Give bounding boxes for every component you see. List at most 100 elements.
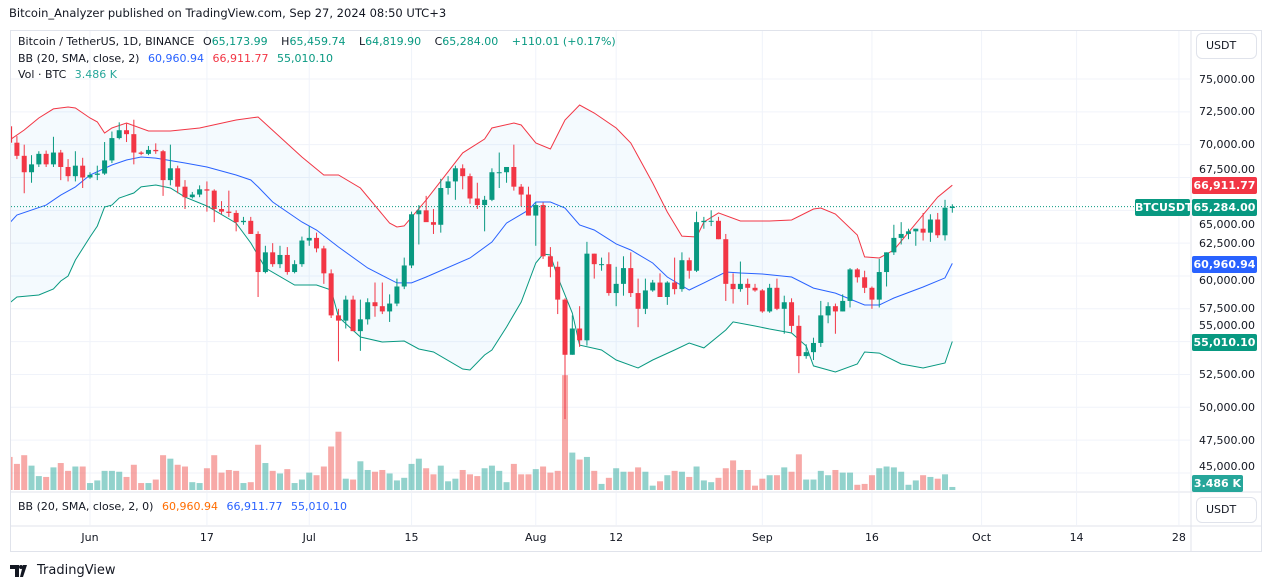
symbol-badge: BTCUSDT [1135, 199, 1193, 216]
time-tick-label: Oct [972, 531, 992, 544]
indicator-currency-button[interactable]: USDT [1196, 497, 1257, 523]
volume-bar [408, 463, 415, 490]
volume-bar [605, 477, 612, 490]
candle-body [730, 283, 736, 290]
volume-bar [79, 466, 86, 490]
candle [679, 252, 685, 292]
volume-bar [372, 471, 378, 490]
candle-body [445, 181, 451, 188]
candle [650, 279, 656, 292]
volume-bar [218, 472, 225, 490]
candle [467, 173, 473, 204]
volume-bar [664, 475, 671, 490]
low-value: 64,819.90 [365, 35, 422, 48]
bollinger-bands [11, 104, 953, 373]
volume-bar [320, 466, 327, 490]
candle-body [240, 220, 246, 223]
candle [87, 172, 93, 179]
candle [335, 308, 341, 362]
volume-bar [28, 465, 35, 490]
candle-body [774, 287, 780, 309]
volume-bar [379, 469, 386, 490]
volume-bar [657, 481, 664, 490]
candle-body [211, 190, 217, 210]
change-value: +110.01 (+0.17%) [511, 35, 616, 48]
volume-bar [474, 476, 481, 490]
indicator-value-2: 66,911.77 [226, 500, 283, 513]
candle [920, 212, 926, 241]
volume-bar [123, 476, 130, 490]
volume-bar [145, 483, 152, 490]
candle-body [613, 283, 619, 294]
volume-bar [503, 482, 510, 490]
symbol-title[interactable]: Bitcoin / TetherUS, 1D, BINANCE [18, 35, 195, 48]
time-tick-label: 15 [404, 531, 419, 544]
high-value: 65,459.74 [289, 35, 346, 48]
candle [745, 278, 751, 305]
candle-body [650, 282, 656, 291]
candle-body [737, 283, 743, 290]
candle-body [460, 168, 466, 177]
volume-bar [540, 466, 547, 490]
candle-body [635, 293, 641, 309]
volume-bar [196, 483, 203, 490]
candle-body [555, 266, 561, 300]
volume-bar [116, 471, 123, 490]
candle [343, 295, 349, 329]
candle [94, 165, 100, 181]
volume-bar [525, 474, 532, 490]
candle [540, 202, 546, 259]
volume-bar [364, 469, 371, 490]
candle-body [416, 210, 422, 215]
candle-body [832, 306, 838, 312]
candle-body [533, 205, 539, 216]
candle [14, 136, 20, 160]
candle [365, 298, 371, 325]
candle [175, 165, 181, 194]
candle [533, 202, 539, 246]
volume-bar [108, 470, 115, 490]
volume-label[interactable]: Vol · BTC [18, 68, 67, 81]
candle [854, 268, 860, 283]
tradingview-logo[interactable]: TradingView [10, 563, 116, 578]
volume-bar [744, 469, 751, 490]
volume-bar [496, 470, 503, 490]
volume-bar [21, 455, 28, 490]
volume-bar [817, 470, 824, 490]
candle [876, 258, 882, 308]
candle-body [467, 176, 473, 199]
candle [847, 268, 853, 308]
bb-label[interactable]: BB (20, SMA, close, 2) [18, 52, 140, 65]
indicator-label[interactable]: BB (20, SMA, close, 2, 0) [18, 500, 154, 513]
currency-button[interactable]: USDT [1196, 33, 1257, 59]
symbol-legend: Bitcoin / TetherUS, 1D, BINANCE O65,173.… [18, 35, 621, 48]
candle [810, 337, 816, 361]
tradingview-logo-icon [10, 564, 27, 577]
price-tick-label: 60,000.00 [1199, 274, 1255, 288]
candle-body [818, 315, 824, 343]
volume-bar [847, 472, 854, 490]
candle [416, 205, 422, 245]
candle [423, 195, 429, 223]
price-tick-label: 52,500.00 [1199, 367, 1255, 381]
volume-bar [554, 470, 561, 490]
volume-bar [598, 483, 605, 490]
candle-body [131, 134, 137, 153]
volume-bar [898, 471, 905, 490]
candle [314, 232, 320, 253]
candle-body [942, 207, 948, 236]
candle [379, 282, 385, 315]
volume-bar [488, 465, 495, 490]
volume-bar [481, 468, 488, 490]
candle [102, 142, 108, 175]
candle [284, 247, 290, 275]
candle [109, 131, 115, 164]
candle-body [686, 260, 692, 271]
candle [372, 282, 378, 317]
volume-bar [693, 466, 700, 490]
bb-fill [11, 105, 953, 372]
candle-body [350, 299, 356, 332]
volume-bar [949, 486, 956, 490]
volume-bar [635, 467, 642, 490]
